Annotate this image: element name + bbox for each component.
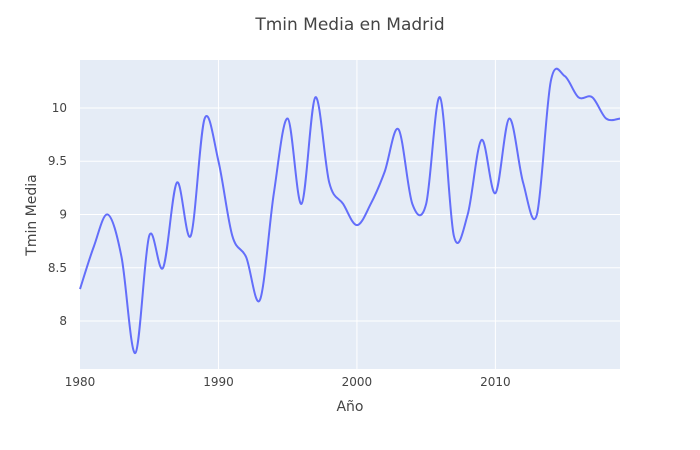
y-tick-label: 8.5 <box>48 261 67 275</box>
y-tick-label: 9.5 <box>48 154 67 168</box>
x-axis-label: Año <box>336 399 363 415</box>
chart-title: Tmin Media en Madrid <box>254 15 444 35</box>
series-group <box>79 67 621 355</box>
y-tick-label: 10 <box>52 101 67 115</box>
x-axis-ticks: 1980 1990 2000 2010 <box>65 375 511 389</box>
gridlines <box>80 60 620 369</box>
y-axis-ticks: 8 8.5 9 9.5 10 <box>48 101 67 328</box>
x-tick-label: 1980 <box>65 375 96 389</box>
y-tick-label: 9 <box>59 208 67 222</box>
x-tick-label: 2000 <box>342 375 373 389</box>
y-axis-label: Tmin Media <box>24 174 40 256</box>
y-tick-label: 8 <box>59 314 67 328</box>
x-tick-label: 1990 <box>203 375 234 389</box>
series-line <box>79 67 621 355</box>
x-tick-label: 2010 <box>480 375 511 389</box>
